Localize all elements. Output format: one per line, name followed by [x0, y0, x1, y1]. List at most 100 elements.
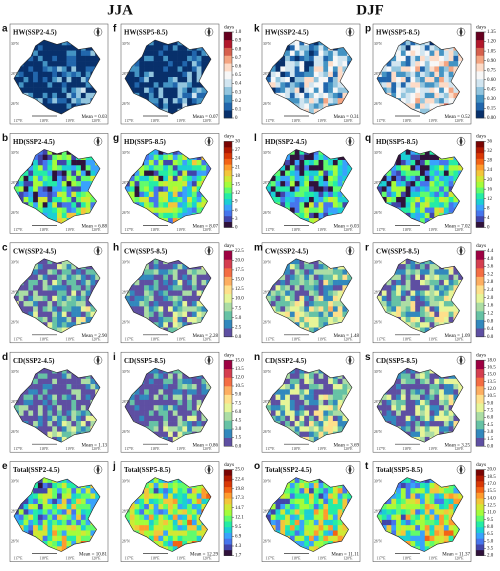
colorbar-swatch	[224, 394, 232, 404]
map-cell	[177, 82, 183, 88]
map-cell	[439, 149, 445, 155]
map-cell	[168, 40, 174, 46]
map-cell	[163, 207, 169, 214]
lon-label: 120°E	[343, 228, 353, 232]
map-cell	[191, 45, 197, 51]
map-cell	[90, 92, 96, 99]
colorbar-swatch	[476, 285, 484, 295]
map-cell	[33, 55, 39, 62]
map-cell	[309, 71, 315, 78]
map-cell	[396, 322, 402, 328]
map-cell	[66, 410, 72, 417]
map-cell	[266, 92, 272, 99]
colorbar-tick-label: 0.15	[487, 107, 496, 112]
map-cell	[434, 378, 440, 385]
map-cell	[285, 186, 291, 192]
map-cell	[177, 399, 183, 406]
map-cell	[139, 212, 145, 219]
map-cell	[424, 410, 430, 417]
map-cell	[95, 92, 100, 99]
map-cell	[158, 66, 164, 73]
map-cell	[18, 50, 24, 57]
map-cell	[168, 421, 174, 427]
map-cell	[323, 82, 329, 88]
map-cell	[57, 92, 63, 99]
map-cell	[280, 175, 286, 182]
map-cell	[405, 45, 411, 51]
map-cell	[328, 159, 334, 166]
map-cell	[439, 306, 445, 312]
map-cell	[125, 493, 131, 500]
map-cell	[129, 504, 135, 510]
map-cell	[415, 207, 421, 214]
map-cell	[33, 541, 39, 547]
map-cell	[280, 426, 286, 432]
map-cell	[420, 55, 426, 62]
map-cell	[424, 421, 430, 427]
map-cell	[294, 426, 300, 432]
map-cell	[139, 149, 145, 155]
map-cell	[420, 149, 426, 155]
map-cell	[187, 399, 193, 406]
map-cell	[37, 274, 43, 281]
map-cell	[125, 186, 131, 192]
lat-label: 30°N	[374, 151, 382, 155]
map-cell	[148, 498, 154, 505]
map-cell	[337, 384, 343, 390]
colorbar-tick-label: 15.0	[235, 358, 244, 363]
map-cell	[76, 165, 82, 171]
map-cell	[172, 98, 178, 104]
map-cell	[28, 514, 34, 521]
map-cell	[294, 368, 300, 374]
map-cell	[405, 384, 411, 390]
map-cell	[391, 92, 397, 99]
map-cell	[76, 98, 82, 104]
map-cell	[434, 301, 440, 307]
map-cell	[328, 415, 334, 422]
lat-label: 28°N	[11, 509, 19, 513]
map-cell	[37, 519, 43, 526]
map-cell	[61, 546, 67, 552]
map-cell	[434, 410, 440, 417]
panel-frame	[120, 133, 220, 234]
map-cell	[429, 322, 435, 328]
map-cell	[168, 488, 174, 494]
map-cell	[139, 477, 145, 484]
lat-label: 28°N	[11, 72, 19, 76]
map-cell	[280, 154, 286, 161]
map-cell	[381, 405, 387, 411]
map-cell	[443, 269, 449, 275]
map-cell	[420, 295, 426, 302]
map-cell	[429, 202, 435, 208]
map-cell	[342, 66, 348, 73]
colorbar-swatch	[224, 411, 232, 421]
map-cell	[424, 82, 430, 88]
map-cell	[201, 431, 207, 438]
map-cell	[289, 426, 295, 432]
map-cell	[148, 530, 154, 537]
map-cell	[304, 306, 310, 312]
map-cell	[391, 149, 397, 155]
map-cell	[134, 181, 140, 187]
map-cell	[289, 186, 295, 192]
map-cell	[420, 322, 426, 328]
map-cell	[47, 71, 53, 78]
map-cell	[139, 421, 145, 427]
map-cell	[309, 378, 315, 385]
map-cell	[134, 207, 140, 214]
map-cell	[134, 482, 140, 489]
map-cell	[396, 45, 402, 51]
map-cell	[47, 154, 53, 161]
colorbar-tick-label: 8	[487, 206, 490, 211]
colorbar-tick-label: 0	[487, 226, 490, 231]
map-cell	[182, 290, 188, 297]
map-cell	[148, 295, 154, 302]
map-cell	[424, 384, 430, 390]
map-cell	[285, 378, 291, 385]
map-cell	[304, 186, 310, 192]
map-cell	[80, 108, 86, 114]
map-cell	[458, 327, 463, 333]
map-cell	[318, 82, 324, 88]
map-cell	[458, 207, 463, 214]
map-cell	[280, 202, 286, 208]
